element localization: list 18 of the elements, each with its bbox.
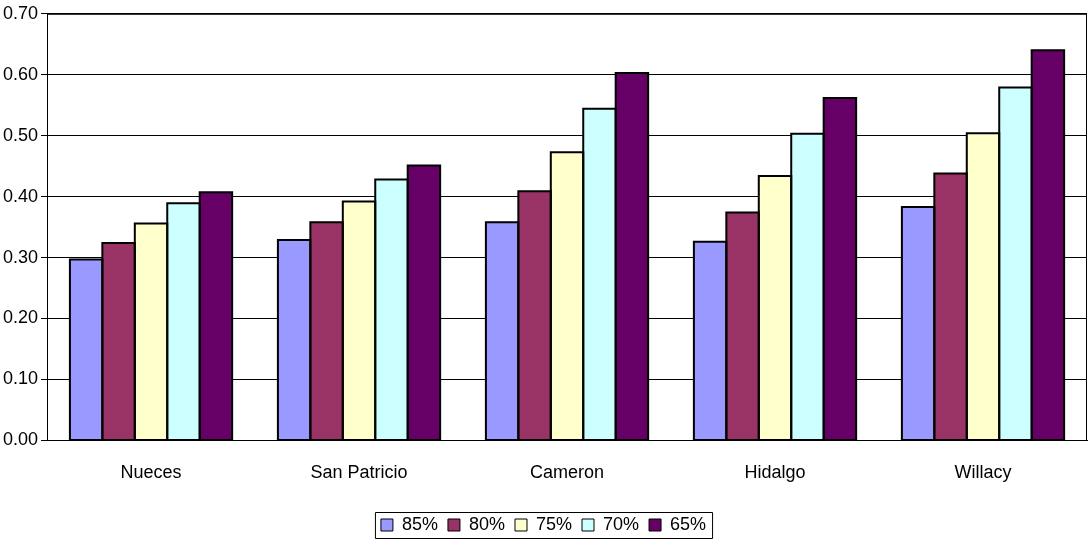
y-tick-label: 0.20 xyxy=(2,307,39,328)
y-tick-label: 0.70 xyxy=(2,2,39,23)
x-tick-label: Hidalgo xyxy=(744,462,806,483)
y-tick-label: 0.50 xyxy=(2,124,39,145)
y-tick-label: 0.10 xyxy=(2,368,39,389)
y-tick-label: 0.00 xyxy=(2,429,39,450)
legend-label: 80% xyxy=(468,513,505,534)
legend-label: 85% xyxy=(401,513,438,534)
y-tick-label: 0.40 xyxy=(2,185,39,206)
x-tick-label: Cameron xyxy=(530,462,605,483)
legend-label: 65% xyxy=(670,513,707,534)
x-tick-label: Nueces xyxy=(120,462,182,483)
x-tick-label: San Patricio xyxy=(310,462,408,483)
y-tick-label: 0.30 xyxy=(2,246,39,267)
legend-label: 70% xyxy=(603,513,640,534)
x-tick-label: Willacy xyxy=(954,462,1012,483)
legend-label: 75% xyxy=(535,513,573,534)
y-tick-label: 0.60 xyxy=(2,63,39,84)
